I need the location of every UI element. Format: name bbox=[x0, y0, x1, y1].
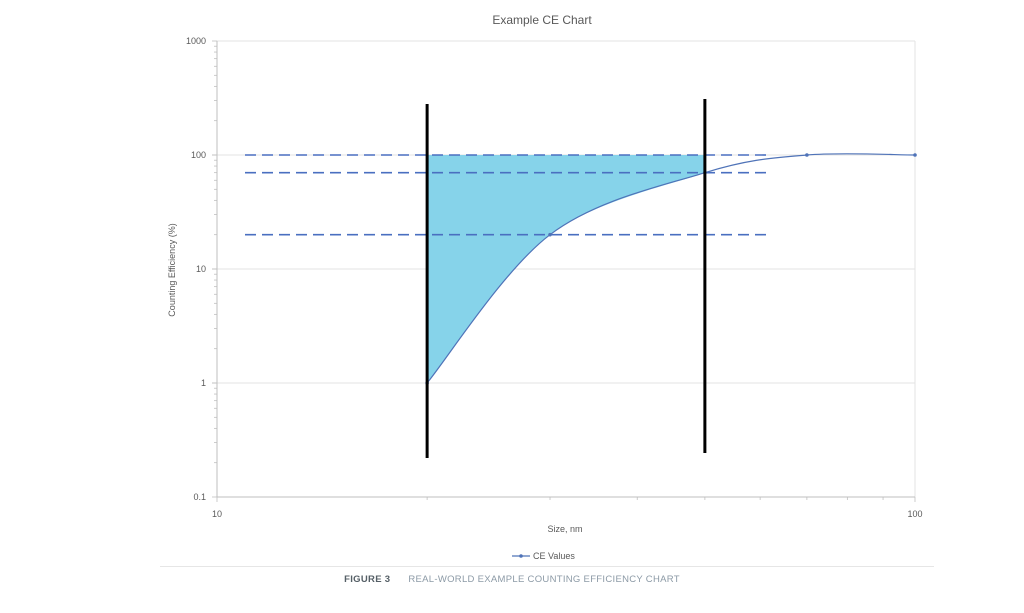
y-tick-label: 0.1 bbox=[193, 492, 206, 502]
legend: CE Values bbox=[512, 551, 575, 561]
y-tick-label: 10 bbox=[196, 264, 206, 274]
ce-value-point bbox=[805, 153, 809, 157]
ce-values-line bbox=[426, 153, 916, 384]
x-tick-label: 10 bbox=[212, 509, 222, 519]
horizontal-reference-lines bbox=[245, 154, 767, 236]
chart-title: Example CE Chart bbox=[492, 13, 592, 27]
x-tick-labels: 10 100 bbox=[212, 509, 923, 519]
ce-value-point bbox=[548, 232, 552, 237]
legend-marker bbox=[519, 554, 523, 558]
x-axis-label: Size, nm bbox=[547, 524, 582, 534]
shaded-region bbox=[427, 155, 705, 383]
figure-caption-text: REAL-WORLD EXAMPLE COUNTING EFFICIENCY C… bbox=[408, 574, 680, 585]
legend-label: CE Values bbox=[533, 551, 575, 561]
y-tick-label: 1 bbox=[201, 378, 206, 388]
y-tick-labels: 0.1 1 10 100 1000 bbox=[186, 36, 206, 502]
grid-lines bbox=[217, 40, 916, 498]
y-tick-label: 1000 bbox=[186, 36, 206, 46]
figure-caption: FIGURE 3 REAL-WORLD EXAMPLE COUNTING EFFI… bbox=[0, 574, 1024, 585]
y-tick-label: 100 bbox=[191, 150, 206, 160]
caption-separator bbox=[160, 566, 934, 567]
vertical-reference-lines bbox=[425, 99, 707, 458]
figure-label: FIGURE 3 bbox=[344, 574, 391, 585]
minor-ticks bbox=[212, 40, 916, 502]
x-tick-label: 100 bbox=[907, 509, 922, 519]
y-axis-label: Counting Efficiency (%) bbox=[167, 223, 177, 316]
ce-value-point bbox=[913, 153, 917, 157]
